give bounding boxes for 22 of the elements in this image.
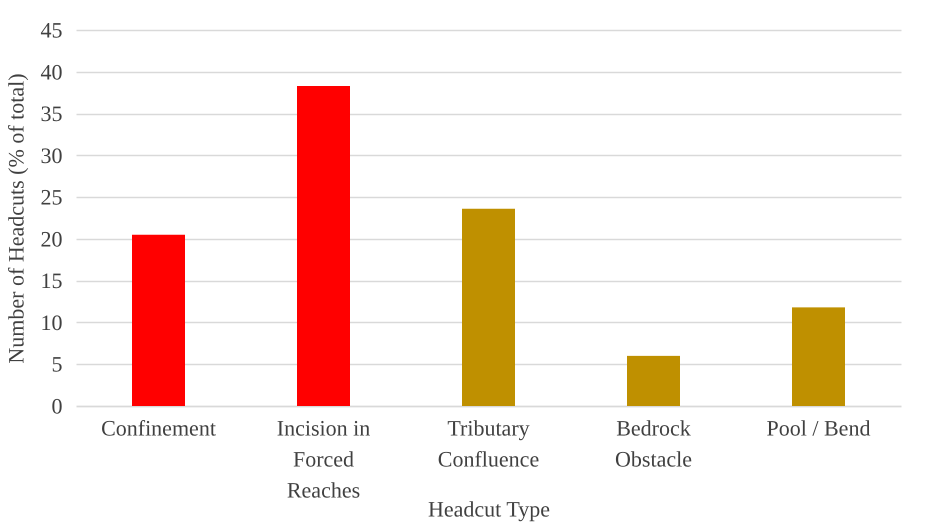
y-tick-label: 10 bbox=[40, 310, 62, 335]
y-tick-label: 15 bbox=[40, 268, 62, 294]
y-tick-label: 20 bbox=[40, 226, 62, 252]
bar bbox=[792, 307, 845, 406]
y-axis-title: Number of Headcuts (% of total) bbox=[4, 73, 28, 364]
x-tick-label: Tributary Confluence bbox=[438, 416, 540, 472]
y-tick-label: 25 bbox=[40, 184, 62, 210]
y-tick-label: 40 bbox=[40, 59, 62, 84]
y-tick-label: 45 bbox=[40, 18, 62, 42]
bar bbox=[462, 208, 515, 406]
y-tick-label: 30 bbox=[40, 142, 62, 168]
bar bbox=[627, 356, 680, 406]
bar bbox=[132, 234, 185, 406]
y-tick-label: 0 bbox=[52, 394, 62, 418]
x-tick-label: Incision in Forced Reaches bbox=[276, 416, 370, 502]
x-tick-label: Pool / Bend bbox=[766, 416, 870, 440]
x-tick-label: Bedrock Obstacle bbox=[615, 416, 692, 472]
y-tick-label: 5 bbox=[52, 352, 62, 377]
x-axis-title: Headcut Type bbox=[428, 496, 550, 522]
bar bbox=[297, 86, 350, 406]
y-tick-label: 35 bbox=[40, 101, 62, 126]
x-tick-label: Confinement bbox=[101, 416, 216, 440]
